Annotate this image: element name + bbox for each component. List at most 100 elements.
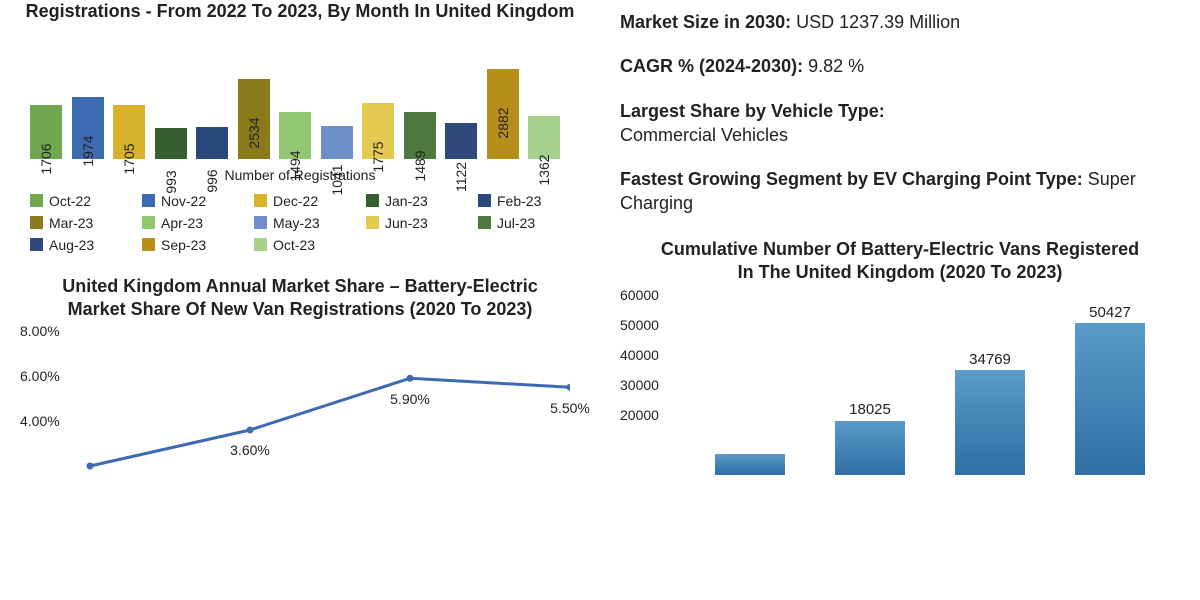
legend-swatch	[142, 216, 155, 229]
legend-item: Nov-22	[142, 193, 232, 209]
legend-swatch	[254, 238, 267, 251]
line-chart-plot: 4.00%6.00%8.00%3.60%5.90%5.50%	[20, 331, 580, 511]
legend-item: Oct-23	[254, 237, 344, 253]
bar: 1362	[528, 116, 560, 159]
legend-item: Mar-23	[30, 215, 120, 231]
legend-swatch	[30, 238, 43, 251]
bar-value-label: 1122	[453, 162, 469, 192]
legend-label: Sep-23	[161, 237, 206, 253]
bar-value-label: 993	[163, 170, 179, 193]
legend-swatch	[254, 216, 267, 229]
cumulative-bar	[715, 454, 785, 475]
legend-item: Oct-22	[30, 193, 120, 209]
market-share-line-chart: United Kingdom Annual Market Share – Bat…	[20, 275, 580, 512]
legend-label: May-23	[273, 215, 320, 231]
stat-label: Market Size in 2030:	[620, 12, 796, 32]
stat-value: 9.82 %	[808, 56, 864, 76]
stat-largest-share: Largest Share by Vehicle Type: Commercia…	[620, 99, 1180, 148]
cumulative-bar-label: 34769	[969, 351, 1011, 368]
y-tick-label: 50000	[620, 317, 659, 333]
stat-label: CAGR % (2024-2030):	[620, 56, 808, 76]
cumulative-bar-label: 50427	[1089, 304, 1131, 321]
bar-value-label: 1362	[536, 154, 552, 185]
bar-value-label: 1775	[370, 142, 386, 173]
legend-label: Oct-22	[49, 193, 91, 209]
stat-market-size: Market Size in 2030: USD 1237.39 Million	[620, 10, 1180, 34]
legend-item: Sep-23	[142, 237, 232, 253]
cumulative-bar-label: 18025	[849, 401, 891, 418]
monthly-chart-legend: Oct-22 Nov-22 Dec-22 Jan-23 Feb-23 Mar-23 Apr-…	[20, 193, 580, 253]
bar-value-label: 2882	[495, 107, 511, 138]
y-tick-label: 40000	[620, 347, 659, 363]
bar: 1974	[72, 97, 104, 159]
legend-label: Aug-23	[49, 237, 94, 253]
legend-label: Jun-23	[385, 215, 428, 231]
stat-fastest-segment: Fastest Growing Segment by EV Charging P…	[620, 167, 1180, 216]
legend-swatch	[366, 216, 379, 229]
stat-value: USD 1237.39 Million	[796, 12, 960, 32]
legend-item: May-23	[254, 215, 344, 231]
cumulative-chart-plot: 2000030000400005000060000180253476950427	[620, 295, 1180, 475]
legend-label: Feb-23	[497, 193, 541, 209]
stat-label: Fastest Growing Segment by EV Charging P…	[620, 169, 1083, 189]
bar: 1041	[321, 126, 353, 159]
bar-value-label: 1494	[287, 150, 303, 181]
cumulative-chart-title: Cumulative Number Of Battery-Electric Va…	[620, 238, 1180, 285]
legend-label: Mar-23	[49, 215, 93, 231]
bar: 1122	[445, 123, 477, 158]
bar: 1706	[30, 105, 62, 158]
legend-item: Feb-23	[478, 193, 568, 209]
cumulative-bar-chart: Cumulative Number Of Battery-Electric Va…	[620, 238, 1180, 475]
legend-swatch	[478, 194, 491, 207]
legend-item: Aug-23	[30, 237, 120, 253]
bar-value-label: 1705	[121, 144, 137, 175]
legend-swatch	[142, 194, 155, 207]
legend-item: Apr-23	[142, 215, 232, 231]
monthly-chart-title: Registrations - From 2022 To 2023, By Mo…	[20, 0, 580, 23]
bar: 996	[196, 127, 228, 158]
cumulative-bar	[1075, 323, 1145, 474]
legend-label: Jul-23	[497, 215, 535, 231]
point-label: 3.60%	[230, 442, 270, 458]
stat-label: Largest Share by Vehicle Type:	[620, 99, 1180, 123]
cumulative-bar	[835, 421, 905, 475]
legend-swatch	[478, 216, 491, 229]
bar: 1494	[279, 112, 311, 159]
legend-label: Jan-23	[385, 193, 428, 209]
legend-swatch	[30, 194, 43, 207]
bar-value-label: 996	[204, 170, 220, 193]
legend-label: Oct-23	[273, 237, 315, 253]
line-chart-title: United Kingdom Annual Market Share – Bat…	[20, 275, 580, 322]
legend-swatch	[142, 238, 155, 251]
line-chart-svg	[20, 331, 570, 511]
bar: 1705	[113, 105, 145, 158]
bar: 1775	[362, 103, 394, 158]
bar: 2534	[238, 79, 270, 158]
bar: 2882	[487, 69, 519, 159]
legend-item: Jan-23	[366, 193, 456, 209]
y-tick-label: 20000	[620, 407, 659, 423]
monthly-registrations-chart: Registrations - From 2022 To 2023, By Mo…	[20, 0, 580, 253]
bar-value-label: 2534	[246, 118, 262, 149]
legend-item: Jul-23	[478, 215, 568, 231]
point-label: 5.90%	[390, 391, 430, 407]
point-label: 5.50%	[550, 400, 590, 416]
legend-swatch	[30, 216, 43, 229]
legend-label: Dec-22	[273, 193, 318, 209]
market-stats: Market Size in 2030: USD 1237.39 Million…	[620, 0, 1180, 216]
stat-value: Commercial Vehicles	[620, 123, 1180, 147]
cumulative-bar	[955, 370, 1025, 474]
stat-cagr: CAGR % (2024-2030): 9.82 %	[620, 54, 1180, 78]
legend-item: Jun-23	[366, 215, 456, 231]
bar-value-label: 1706	[38, 144, 54, 175]
bar-value-label: 1041	[329, 164, 345, 195]
legend-swatch	[254, 194, 267, 207]
bar-value-label: 1489	[412, 150, 428, 181]
legend-swatch	[366, 194, 379, 207]
bar: 993	[155, 128, 187, 159]
y-tick-label: 30000	[620, 377, 659, 393]
legend-label: Apr-23	[161, 215, 203, 231]
y-tick-label: 60000	[620, 287, 659, 303]
monthly-chart-plot: 1706197417059939962534149410411775148911…	[30, 29, 570, 159]
legend-label: Nov-22	[161, 193, 206, 209]
